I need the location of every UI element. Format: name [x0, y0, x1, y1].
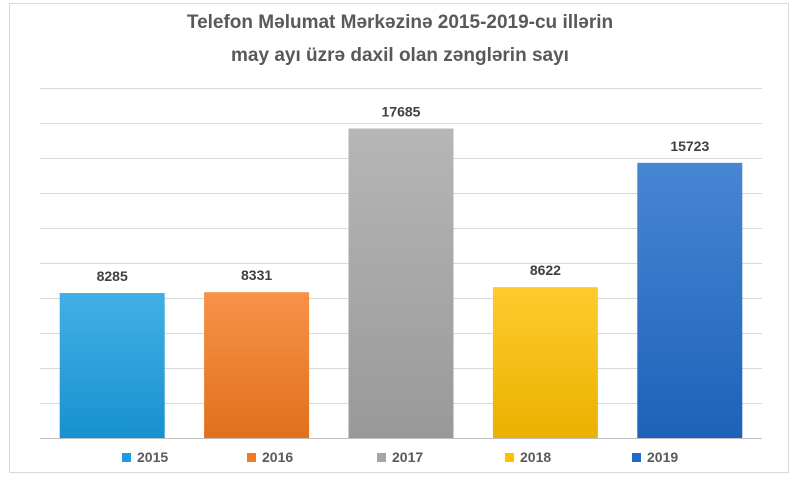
legend-label: 2015: [137, 449, 169, 465]
legend-swatch: [505, 452, 514, 462]
legend-swatch: [122, 452, 131, 462]
data-label-2015: 8285: [97, 268, 128, 284]
bar-2016: [204, 292, 310, 438]
data-label-2016: 8331: [241, 267, 272, 283]
chart-title-line-2: may ayı üzrə daxil olan zənglərin sayı: [231, 45, 569, 66]
legend-item-2017: 2017: [377, 449, 423, 465]
legend-label: 2017: [392, 449, 424, 465]
legend-item-2015: 2015: [122, 449, 168, 465]
bar-2015: [59, 293, 165, 438]
bar-2018: [492, 287, 598, 438]
chart-title-line-1: Telefon Məlumat Mərkəzinə 2015-2019-cu i…: [186, 12, 614, 33]
chart-title: Telefon Məlumat Mərkəzinə 2015-2019-cu i…: [0, 6, 800, 72]
data-label-2019: 15723: [670, 138, 709, 154]
data-label-2017: 17685: [382, 104, 421, 120]
data-label-2018: 8622: [530, 262, 561, 278]
legend-swatch: [247, 452, 256, 462]
legend-swatch: [377, 452, 386, 462]
legend-swatch: [632, 452, 641, 462]
legend-label: 2018: [520, 449, 552, 465]
legend-item-2016: 2016: [247, 449, 293, 465]
legend-item-2018: 2018: [505, 449, 551, 465]
bar-2017: [348, 128, 454, 438]
legend-label: 2019: [647, 449, 679, 465]
bar-2019: [637, 162, 743, 438]
legend-item-2019: 2019: [632, 449, 678, 465]
legend-label: 2016: [262, 449, 294, 465]
